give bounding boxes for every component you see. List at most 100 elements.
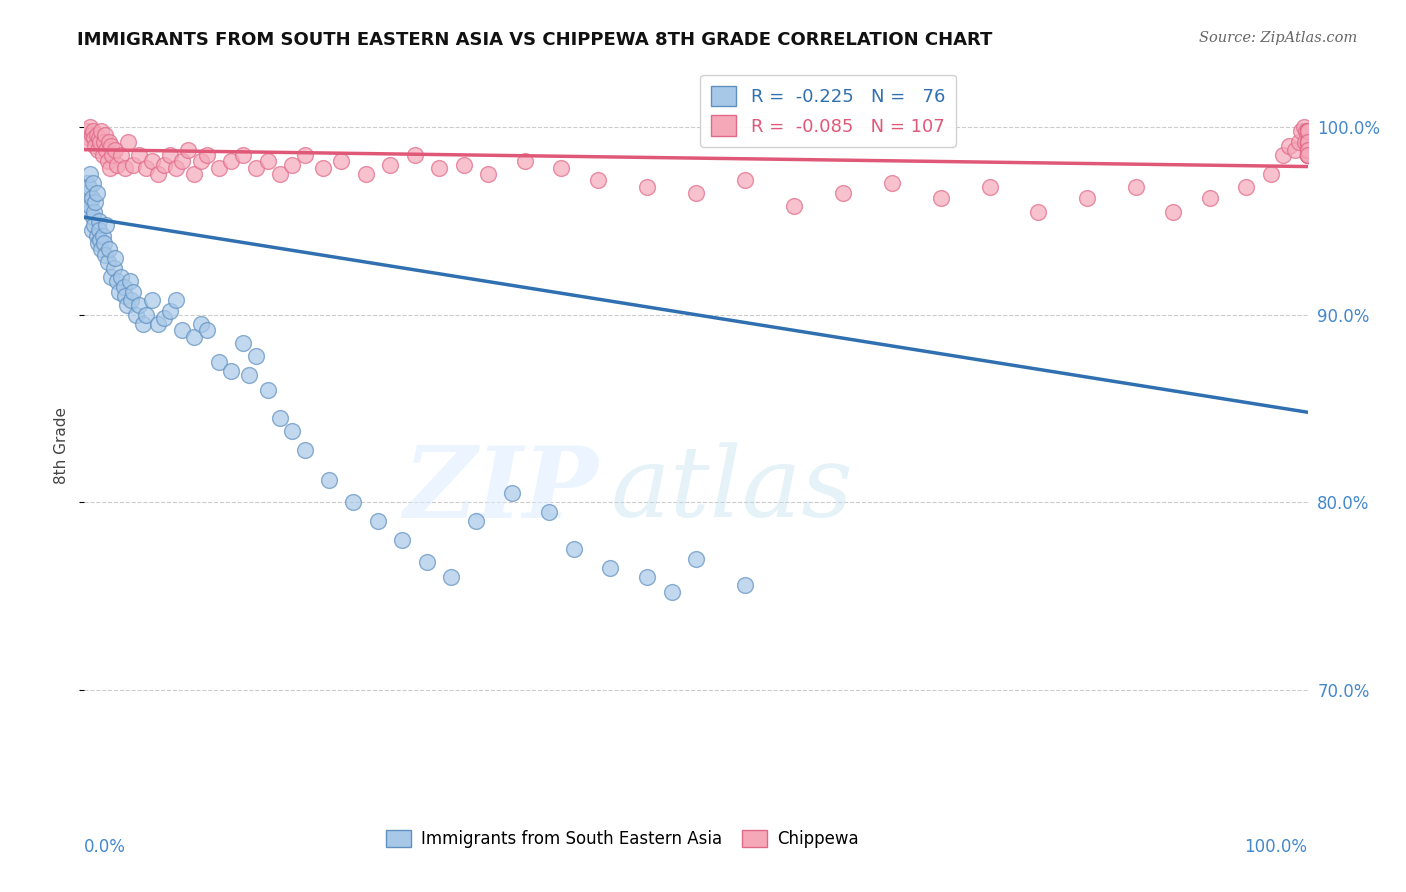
- Point: [105, 274, 128, 288]
- Point: [502, 486, 524, 500]
- Point: [1296, 135, 1319, 149]
- Point: [1296, 143, 1319, 157]
- Point: [122, 158, 145, 172]
- Point: [153, 311, 176, 326]
- Text: IMMIGRANTS FROM SOUTH EASTERN ASIA VS CHIPPEWA 8TH GRADE CORRELATION CHART: IMMIGRANTS FROM SOUTH EASTERN ASIA VS CH…: [77, 31, 993, 49]
- Point: [257, 383, 280, 397]
- Point: [477, 167, 499, 181]
- Point: [96, 143, 118, 157]
- Point: [1296, 148, 1319, 162]
- Point: [125, 308, 148, 322]
- Point: [146, 317, 169, 331]
- Point: [76, 124, 98, 138]
- Text: 0.0%: 0.0%: [84, 838, 127, 856]
- Point: [159, 148, 181, 162]
- Point: [318, 473, 340, 487]
- Point: [97, 255, 120, 269]
- Point: [91, 148, 114, 162]
- Point: [1296, 135, 1319, 149]
- Point: [391, 533, 413, 547]
- Point: [132, 317, 155, 331]
- Point: [1296, 143, 1319, 157]
- Point: [87, 223, 110, 237]
- Point: [636, 570, 658, 584]
- Point: [104, 143, 127, 157]
- Point: [599, 561, 621, 575]
- Point: [1296, 148, 1319, 162]
- Point: [1161, 204, 1184, 219]
- Point: [114, 289, 136, 303]
- Point: [83, 204, 105, 219]
- Point: [1260, 167, 1282, 181]
- Point: [427, 161, 450, 176]
- Point: [1284, 143, 1306, 157]
- Point: [979, 180, 1001, 194]
- Point: [114, 161, 136, 176]
- Legend: Immigrants from South Eastern Asia, Chippewa: Immigrants from South Eastern Asia, Chip…: [380, 823, 866, 855]
- Point: [183, 330, 205, 344]
- Point: [89, 233, 111, 247]
- Point: [165, 161, 187, 176]
- Point: [90, 124, 112, 138]
- Point: [661, 585, 683, 599]
- Point: [1296, 143, 1319, 157]
- Point: [734, 172, 756, 186]
- Point: [1236, 180, 1258, 194]
- Point: [1296, 135, 1319, 149]
- Point: [82, 124, 104, 138]
- Point: [538, 505, 561, 519]
- Point: [82, 210, 104, 224]
- Point: [404, 148, 426, 162]
- Point: [1292, 120, 1315, 135]
- Point: [416, 555, 439, 569]
- Point: [93, 135, 115, 149]
- Point: [112, 279, 135, 293]
- Point: [245, 349, 267, 363]
- Point: [80, 223, 103, 237]
- Point: [79, 167, 101, 181]
- Point: [1296, 143, 1319, 157]
- Point: [294, 148, 316, 162]
- Point: [1296, 135, 1319, 149]
- Point: [90, 242, 112, 256]
- Point: [94, 128, 117, 142]
- Point: [1296, 124, 1319, 138]
- Point: [238, 368, 260, 382]
- Point: [128, 298, 150, 312]
- Point: [257, 153, 280, 168]
- Point: [94, 248, 117, 262]
- Point: [245, 161, 267, 176]
- Point: [83, 131, 105, 145]
- Point: [1296, 143, 1319, 157]
- Point: [1296, 135, 1319, 149]
- Point: [1288, 135, 1310, 149]
- Point: [208, 354, 231, 368]
- Point: [107, 285, 129, 300]
- Point: [103, 260, 125, 275]
- Point: [312, 161, 335, 176]
- Point: [87, 143, 110, 157]
- Point: [110, 148, 132, 162]
- Point: [294, 442, 316, 457]
- Point: [685, 551, 707, 566]
- Point: [87, 236, 110, 251]
- Point: [281, 424, 304, 438]
- Point: [80, 191, 103, 205]
- Point: [100, 139, 122, 153]
- Point: [135, 161, 157, 176]
- Point: [115, 298, 138, 312]
- Point: [97, 135, 120, 149]
- Point: [330, 153, 353, 168]
- Point: [153, 158, 176, 172]
- Point: [165, 293, 187, 307]
- Point: [104, 252, 127, 266]
- Point: [89, 135, 111, 149]
- Point: [79, 199, 101, 213]
- Point: [101, 148, 124, 162]
- Point: [87, 131, 110, 145]
- Point: [77, 204, 100, 219]
- Point: [190, 153, 212, 168]
- Point: [110, 270, 132, 285]
- Point: [219, 364, 242, 378]
- Point: [1296, 148, 1319, 162]
